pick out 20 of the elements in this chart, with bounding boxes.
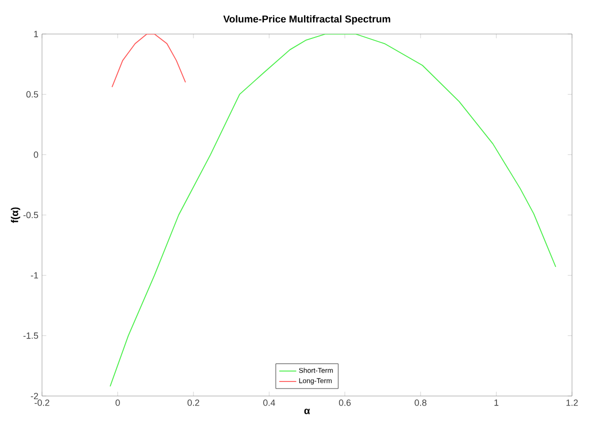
y-tick-label: -0.5 (23, 212, 38, 218)
y-tick-label: -1.5 (23, 332, 38, 339)
line-series (112, 34, 186, 88)
x-axis-title: α (304, 408, 310, 414)
y-tick-label: -1 (30, 272, 38, 278)
x-tick-label: 0.2 (188, 400, 200, 406)
y-tick-label: 1 (34, 30, 38, 38)
x-tick-label: 0.4 (263, 400, 276, 406)
y-tick-label: -2 (30, 392, 38, 400)
x-tick-label: 0.6 (338, 400, 351, 406)
x-tick-label: 0 (116, 400, 120, 406)
y-axis-title: f(α) (10, 207, 20, 223)
x-tick-label: 1 (494, 400, 498, 406)
x-tick-label: 1.2 (566, 400, 578, 406)
y-tick-label: 0 (34, 151, 38, 158)
x-tick-label: -0.2 (34, 400, 50, 406)
x-tick-label: 0.8 (414, 400, 426, 406)
chart-title: Volume-Price Multifractal Spectrum (223, 15, 390, 24)
y-tick-label: 0.5 (26, 91, 38, 98)
line-series (110, 34, 556, 387)
